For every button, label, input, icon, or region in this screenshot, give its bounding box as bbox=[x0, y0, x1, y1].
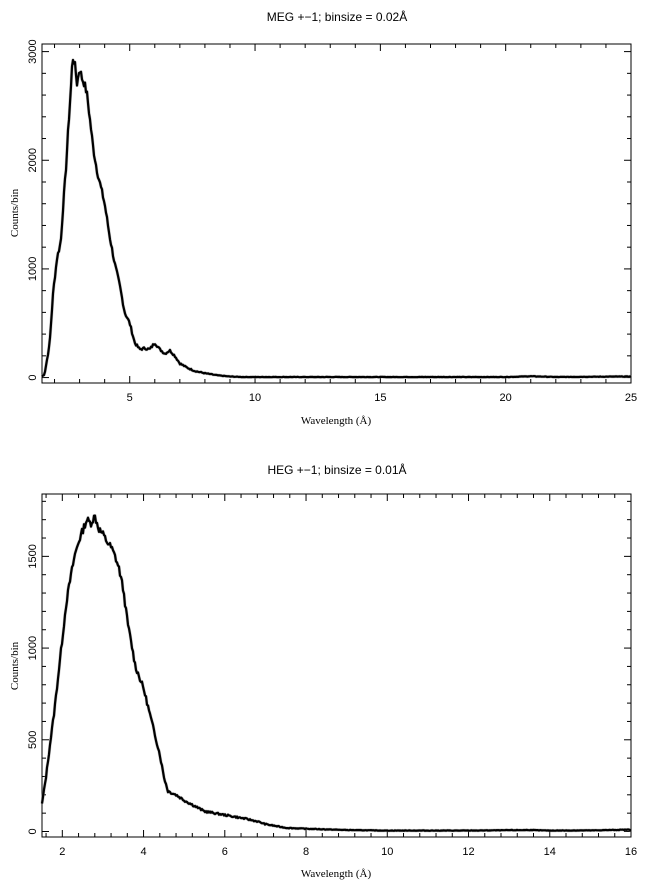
meg-y-tick-label: 3000 bbox=[27, 39, 39, 63]
meg-x-tick-label: 25 bbox=[625, 392, 637, 404]
meg-y-tick-label: 0 bbox=[27, 375, 39, 381]
meg-y-tick-label: 1000 bbox=[27, 257, 39, 281]
heg-y-tick-label: 0 bbox=[27, 828, 39, 834]
meg-x-tick-labels: 5 10 15 20 25 bbox=[127, 392, 637, 404]
heg-x-tick-label: 8 bbox=[303, 846, 309, 858]
heg-y-tick-label: 1500 bbox=[27, 544, 39, 568]
meg-y-tick-label: 2000 bbox=[27, 148, 39, 172]
heg-x-tick-label: 4 bbox=[140, 846, 146, 858]
heg-ticks bbox=[42, 494, 632, 837]
heg-x-tick-label: 10 bbox=[381, 846, 393, 858]
meg-plot-frame bbox=[41, 43, 632, 384]
heg-y-tick-labels: 0 500 1000 1500 bbox=[27, 544, 39, 834]
heg-plot-frame bbox=[41, 493, 632, 838]
heg-x-tick-label: 2 bbox=[59, 846, 65, 858]
meg-x-tick-label: 5 bbox=[127, 392, 133, 404]
meg-panel: MEG +−1; binsize = 0.02Å 5 10 15 20 25 0 1000… bbox=[9, 9, 637, 427]
heg-panel: HEG +−1; binsize = 0.01Å 2 4 6 8 10 12 14 16 0 5… bbox=[9, 462, 637, 880]
meg-spectrum-line bbox=[41, 58, 632, 379]
heg-error-band bbox=[40, 514, 632, 833]
meg-x-tick-label: 20 bbox=[500, 392, 512, 404]
heg-y-axis-label: Counts/bin bbox=[9, 641, 21, 690]
meg-title: MEG +−1; binsize = 0.02Å bbox=[267, 9, 407, 24]
meg-x-tick-label: 10 bbox=[249, 392, 261, 404]
meg-x-tick-label: 15 bbox=[374, 392, 386, 404]
heg-x-axis-label: Wavelength (Å) bbox=[301, 868, 372, 880]
meg-y-tick-labels: 0 1000 2000 3000 bbox=[27, 39, 39, 380]
heg-x-tick-label: 6 bbox=[222, 846, 228, 858]
heg-y-tick-label: 1000 bbox=[27, 636, 39, 660]
heg-spectrum-line bbox=[40, 514, 632, 832]
heg-y-tick-label: 500 bbox=[27, 731, 39, 749]
heg-title: HEG +−1; binsize = 0.01Å bbox=[267, 462, 406, 477]
heg-x-tick-labels: 2 4 6 8 10 12 14 16 bbox=[59, 846, 637, 858]
heg-x-tick-label: 12 bbox=[462, 846, 474, 858]
meg-x-axis-label: Wavelength (Å) bbox=[301, 415, 372, 427]
meg-y-axis-label: Counts/bin bbox=[9, 188, 21, 237]
heg-x-tick-label: 16 bbox=[625, 846, 637, 858]
heg-x-tick-label: 14 bbox=[544, 846, 556, 858]
meg-ticks bbox=[42, 44, 632, 383]
